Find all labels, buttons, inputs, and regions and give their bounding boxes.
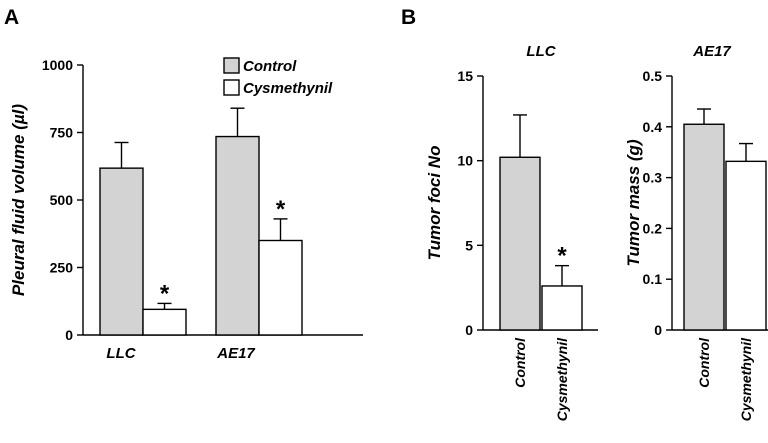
legend-swatch bbox=[223, 79, 240, 96]
x-category-label: Control bbox=[696, 337, 712, 388]
bar bbox=[99, 167, 144, 336]
bar bbox=[215, 135, 260, 336]
y-axis-label: Tumor foci No bbox=[425, 146, 444, 261]
y-tick-label: 0.3 bbox=[643, 170, 663, 186]
x-category-label: Cysmethynil bbox=[554, 337, 570, 421]
y-axis-label: Tumor mass (g) bbox=[624, 139, 643, 267]
significance-marker: * bbox=[557, 243, 567, 270]
chart-pleural-fluid: 0 250 500 750 1000 Pleural fluid volume (µl) *… bbox=[9, 57, 363, 362]
bar bbox=[499, 156, 541, 331]
y-tick-label: 500 bbox=[50, 192, 74, 208]
significance-marker: * bbox=[276, 196, 286, 223]
bar bbox=[725, 160, 767, 331]
y-tick-label: 0 bbox=[65, 327, 73, 343]
y-tick-label: 0.4 bbox=[643, 119, 663, 135]
y-tick-label: 0.1 bbox=[643, 271, 663, 287]
panel-label-a: A bbox=[4, 6, 19, 29]
x-category-label: Control bbox=[512, 337, 528, 388]
y-tick-label: 15 bbox=[457, 68, 473, 84]
significance-marker: * bbox=[160, 280, 170, 307]
bar bbox=[258, 239, 303, 336]
x-category-label: AE17 bbox=[216, 345, 255, 362]
y-tick-label: 750 bbox=[50, 125, 74, 141]
legend-swatch bbox=[223, 57, 240, 74]
y-tick-label: 0.2 bbox=[643, 220, 663, 236]
chart-title: LLC bbox=[526, 43, 556, 60]
chart-tumor-foci: 0 5 10 15 Tumor foci No LLC Control * Cysmethyni… bbox=[425, 43, 598, 421]
y-axis-label: Pleural fluid volume (µl) bbox=[9, 104, 28, 296]
x-category-label: Cysmethynil bbox=[738, 337, 754, 421]
bar bbox=[683, 123, 725, 331]
panel-label-b: B bbox=[401, 6, 416, 29]
chart-tumor-mass: 0 0.1 0.2 0.3 0.4 0.5 Tumor mass (g) AE17 Contro… bbox=[624, 43, 768, 421]
y-tick-label: 1000 bbox=[42, 57, 73, 73]
y-tick-label: 250 bbox=[50, 260, 74, 276]
legend-label: Cysmethynil bbox=[243, 80, 333, 97]
chart-title: AE17 bbox=[692, 43, 731, 60]
bar bbox=[541, 285, 583, 331]
x-category-label: LLC bbox=[106, 345, 136, 362]
bar bbox=[142, 308, 187, 336]
y-tick-label: 0 bbox=[465, 322, 473, 338]
y-tick-label: 10 bbox=[457, 153, 473, 169]
y-tick-label: 0.5 bbox=[643, 68, 663, 84]
y-tick-label: 0 bbox=[654, 322, 662, 338]
legend-label: Control bbox=[243, 58, 297, 75]
y-tick-label: 5 bbox=[465, 237, 473, 253]
